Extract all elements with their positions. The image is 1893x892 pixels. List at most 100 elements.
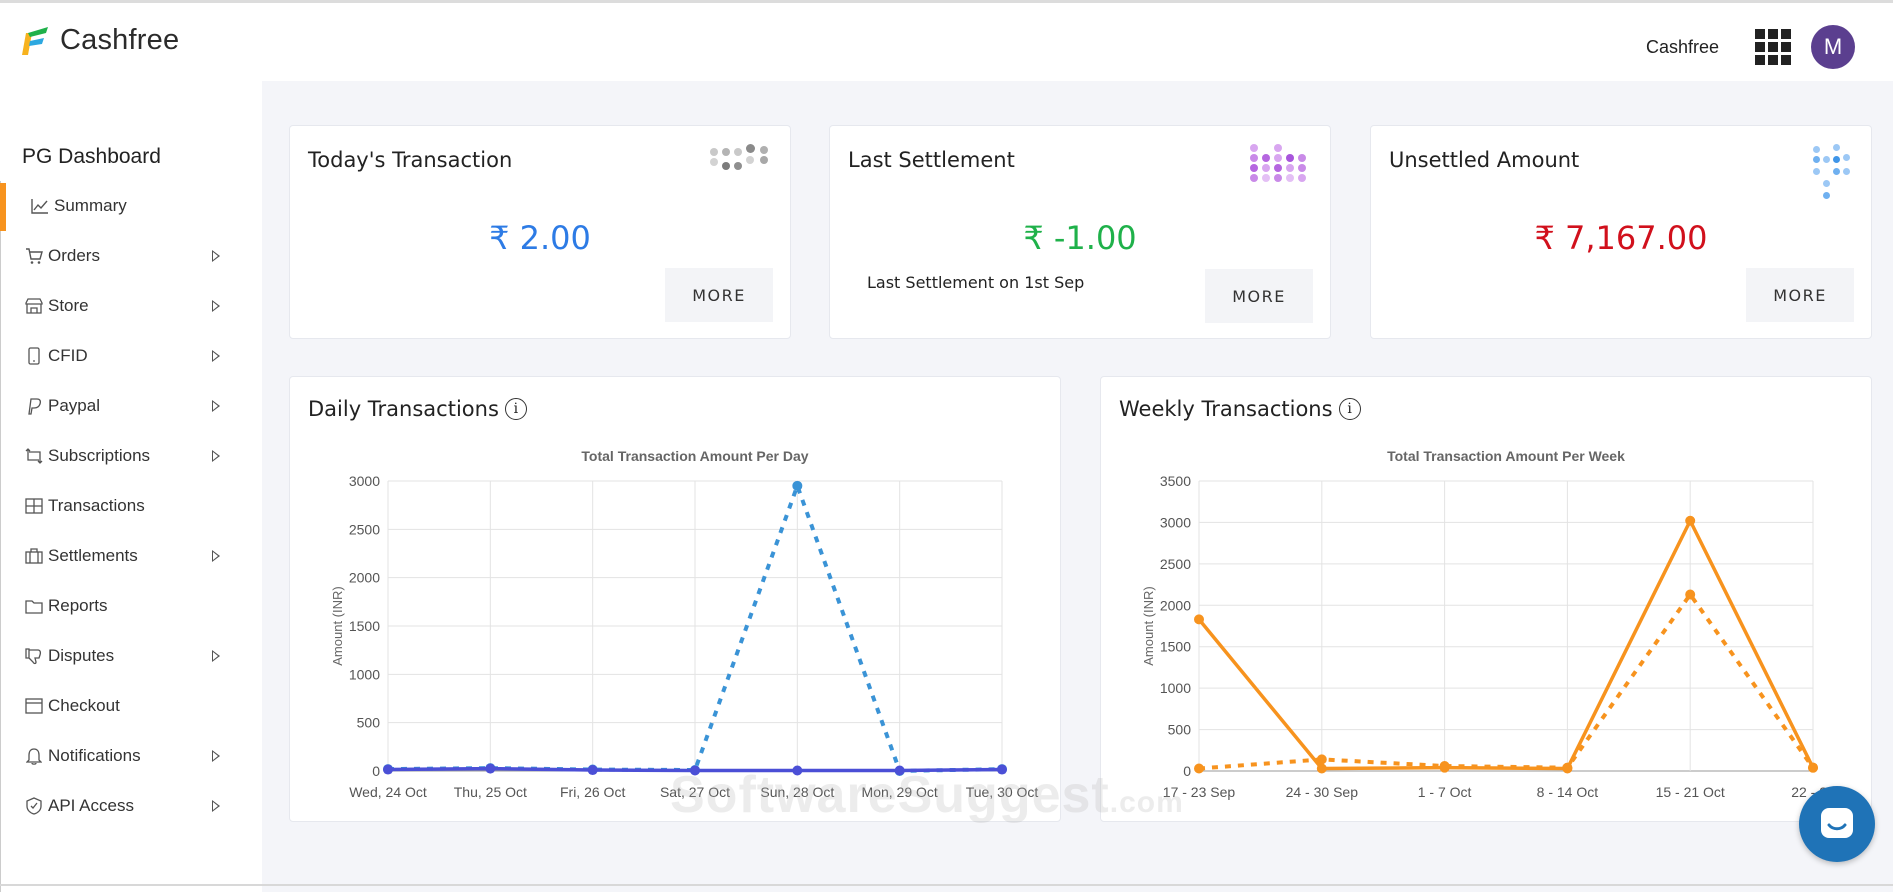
sidebar-item-label: Settlements <box>48 546 138 565</box>
card-title: Last Settlement <box>848 148 1015 172</box>
expand-caret-icon[interactable] <box>212 250 220 262</box>
cart-icon <box>24 246 44 266</box>
x-tick-label: Sat, 27 Oct <box>660 784 730 800</box>
sidebar-item-api-access[interactable]: API Access <box>0 781 262 831</box>
expand-caret-icon[interactable] <box>212 400 220 412</box>
sidebar-item-paypal[interactable]: Paypal <box>0 381 262 431</box>
brand-logo[interactable]: Cashfree <box>18 23 179 57</box>
expand-caret-icon[interactable] <box>212 450 220 462</box>
y-tick-label: 3500 <box>1160 473 1191 489</box>
sidebar-item-transactions[interactable]: Transactions <box>0 481 262 531</box>
sidebar-item-label: CFID <box>48 346 88 365</box>
sidebar-item-label: Notifications <box>48 746 141 765</box>
sidebar-item-checkout[interactable]: Checkout <box>0 681 262 731</box>
sidebar-item-store[interactable]: Store <box>0 281 262 331</box>
x-tick-label: Tue, 30 Oct <box>966 784 1039 800</box>
sidebar-item-summary[interactable]: Summary <box>0 181 262 231</box>
card-title: Today's Transaction <box>308 148 513 172</box>
data-point <box>1685 589 1696 600</box>
paypal-icon <box>24 396 44 416</box>
data-point <box>485 763 496 774</box>
unsettled-more-button[interactable]: MORE <box>1746 268 1854 322</box>
x-tick-label: 15 - 21 Oct <box>1656 784 1725 800</box>
sidebar-item-label: Disputes <box>48 646 115 665</box>
today-more-button[interactable]: MORE <box>665 268 773 322</box>
x-tick-label: 24 - 30 Sep <box>1286 784 1359 800</box>
sidebar-item-label: Summary <box>54 196 127 215</box>
repeat-icon <box>24 446 44 466</box>
last-settlement-card: Last Settlement ₹ -1.00 Last Settlement … <box>829 125 1331 339</box>
thumbs-down-icon <box>24 646 44 666</box>
y-tick-label: 2000 <box>349 570 380 586</box>
chat-icon <box>1821 808 1853 838</box>
y-tick-label: 2000 <box>1160 597 1191 613</box>
browser-window-icon <box>24 696 44 716</box>
sidebar-nav: Summary Orders Store CFID <box>0 181 262 831</box>
sidebar-item-disputes[interactable]: Disputes <box>0 631 262 681</box>
info-icon[interactable]: i <box>1338 398 1361 420</box>
x-tick-label: Thu, 25 Oct <box>454 784 527 800</box>
sidebar-item-label: Transactions <box>48 496 145 515</box>
user-avatar[interactable]: M <box>1811 25 1855 69</box>
settlement-more-button[interactable]: MORE <box>1205 269 1313 323</box>
org-name[interactable]: Cashfree <box>1645 36 1719 57</box>
sidebar-title: PG Dashboard <box>22 145 161 168</box>
data-point <box>383 764 393 775</box>
data-point <box>1194 614 1204 625</box>
data-point <box>1439 761 1450 772</box>
sidebar-item-label: Checkout <box>48 696 120 715</box>
x-tick-label: Mon, 29 Oct <box>862 784 938 800</box>
y-tick-label: 3000 <box>349 473 380 489</box>
y-tick-label: 2500 <box>349 521 380 537</box>
y-tick-label: 0 <box>372 763 380 779</box>
sidebar-item-settlements[interactable]: Settlements <box>0 531 262 581</box>
expand-caret-icon[interactable] <box>212 650 220 662</box>
chart-title: Total Transaction Amount Per Week <box>1387 448 1625 464</box>
sidebar-item-label: Store <box>48 296 89 315</box>
data-point <box>587 765 598 776</box>
chart-card-title: Daily Transactions <box>308 397 499 421</box>
data-point <box>1316 754 1327 765</box>
info-icon[interactable]: i <box>504 398 527 420</box>
today-transaction-value: ₹ 2.00 <box>489 219 591 257</box>
sidebar-item-subscriptions[interactable]: Subscriptions <box>0 431 262 481</box>
last-settlement-value: ₹ -1.00 <box>1023 219 1137 257</box>
expand-caret-icon[interactable] <box>212 550 220 562</box>
sidebar-item-orders[interactable]: Orders <box>0 231 262 281</box>
expand-caret-icon[interactable] <box>212 350 220 362</box>
chart-line-icon <box>30 196 50 216</box>
chat-launcher-button[interactable] <box>1799 786 1875 862</box>
y-tick-label: 500 <box>1168 722 1192 738</box>
expand-caret-icon[interactable] <box>212 300 220 312</box>
sidebar-item-label: Orders <box>48 246 100 265</box>
bottom-rule <box>0 884 1893 886</box>
data-point <box>997 764 1007 775</box>
sidebar-item-notifications[interactable]: Notifications <box>0 731 262 781</box>
expand-caret-icon[interactable] <box>212 800 220 812</box>
sidebar-item-reports[interactable]: Reports <box>0 581 262 631</box>
data-point <box>1562 762 1573 773</box>
cashfree-logo-icon <box>18 23 54 57</box>
watermark: SoftwareSuggest.com <box>670 766 1184 824</box>
x-tick-label: Wed, 24 Oct <box>349 784 427 800</box>
apps-grid-icon[interactable] <box>1755 29 1791 65</box>
weekly-transactions-card: Weekly Transactions i Total Transaction … <box>1100 376 1872 822</box>
y-tick-label: 1000 <box>349 666 380 682</box>
sidebar-item-label: Subscriptions <box>48 446 151 465</box>
expand-caret-icon[interactable] <box>212 750 220 762</box>
y-axis-label: Amount (INR) <box>1141 586 1156 665</box>
last-settlement-note: Last Settlement on 1st Sep <box>867 273 1085 292</box>
y-tick-label: 1500 <box>1160 639 1191 655</box>
data-point <box>1194 763 1204 774</box>
data-point <box>1316 763 1327 774</box>
sidebar-item-cfid[interactable]: CFID <box>0 331 262 381</box>
data-point <box>792 765 803 776</box>
brand-name: Cashfree <box>60 23 180 56</box>
card-title: Unsettled Amount <box>1389 148 1580 172</box>
data-point <box>894 765 905 776</box>
chart-card-title: Weekly Transactions <box>1119 397 1333 421</box>
bell-icon <box>24 746 44 766</box>
x-tick-label: Fri, 26 Oct <box>560 784 625 800</box>
unsettled-amount-value: ₹ 7,167.00 <box>1534 219 1708 257</box>
series-line-0 <box>1197 519 1815 771</box>
